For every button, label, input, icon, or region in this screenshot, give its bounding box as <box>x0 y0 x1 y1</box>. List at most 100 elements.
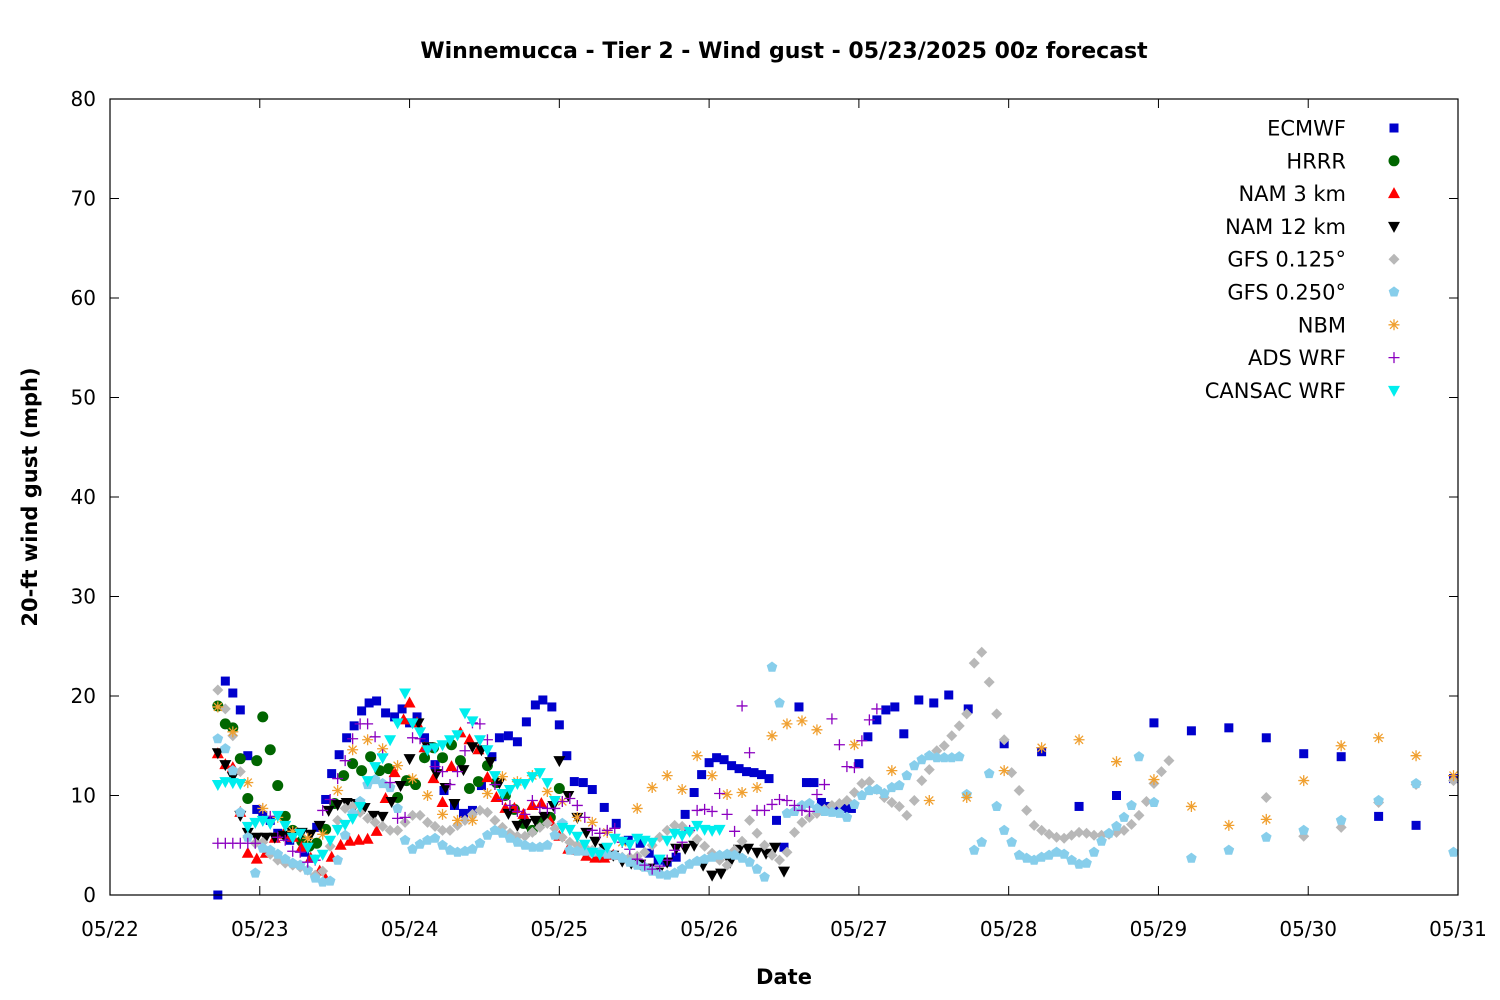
data-point <box>549 822 561 834</box>
data-point <box>719 755 729 765</box>
y-tick-label: 10 <box>71 784 96 808</box>
data-point <box>661 824 673 836</box>
data-point <box>586 824 598 836</box>
data-point <box>781 846 793 858</box>
data-point <box>250 867 261 878</box>
data-point <box>699 803 711 815</box>
data-point <box>376 753 389 765</box>
data-point <box>384 777 396 789</box>
data-point <box>774 854 786 866</box>
data-point <box>811 724 823 736</box>
data-point <box>317 865 329 877</box>
data-point <box>502 808 515 820</box>
data-point <box>390 712 400 722</box>
data-point <box>445 760 458 772</box>
data-point <box>311 837 323 849</box>
data-point <box>899 729 909 739</box>
data-point <box>893 800 905 812</box>
legend-label: ECMWF <box>1267 117 1346 141</box>
data-point <box>751 827 763 839</box>
data-point <box>778 866 790 878</box>
data-point <box>286 832 299 844</box>
data-points <box>211 646 1460 900</box>
data-point <box>908 794 920 806</box>
data-point <box>259 832 272 844</box>
data-point <box>1155 766 1167 778</box>
data-point <box>1073 734 1085 746</box>
data-point <box>362 734 374 746</box>
data-point <box>706 805 718 817</box>
data-point <box>670 843 683 855</box>
data-point <box>376 811 389 823</box>
data-point <box>421 745 434 757</box>
data-point <box>816 797 826 807</box>
data-point <box>361 776 374 788</box>
data-point <box>384 735 397 747</box>
data-point <box>841 761 853 773</box>
data-point <box>983 768 995 779</box>
data-point <box>571 811 583 823</box>
data-point <box>339 755 351 767</box>
data-point <box>886 796 898 808</box>
y-tick-label: 80 <box>71 87 96 111</box>
data-point <box>472 776 484 788</box>
data-point <box>526 794 538 806</box>
data-point <box>721 808 733 820</box>
data-point <box>257 842 269 853</box>
data-point <box>414 838 426 849</box>
data-point <box>1149 718 1159 728</box>
data-point <box>399 811 411 823</box>
data-point <box>538 811 551 823</box>
data-point <box>676 784 688 796</box>
series-nbm <box>212 701 1460 848</box>
data-point <box>699 840 711 852</box>
data-point <box>757 770 767 780</box>
data-point <box>309 854 322 866</box>
data-point <box>1043 849 1055 860</box>
data-point <box>228 688 238 698</box>
data-point <box>294 828 307 840</box>
data-point <box>362 718 374 730</box>
data-point <box>661 835 674 847</box>
data-point <box>646 837 659 849</box>
data-point <box>727 761 737 771</box>
series-cansac-wrf <box>211 688 726 866</box>
data-point <box>272 831 284 843</box>
data-point <box>264 744 276 756</box>
data-point <box>481 806 493 818</box>
data-point <box>338 770 350 782</box>
data-point <box>448 798 461 810</box>
data-point <box>669 867 680 878</box>
data-point <box>968 657 980 669</box>
data-point <box>831 802 841 812</box>
data-point <box>594 827 606 839</box>
data-point <box>938 752 950 763</box>
data-point <box>639 859 651 871</box>
data-point <box>1261 831 1272 842</box>
data-point <box>235 705 245 715</box>
data-point <box>383 763 395 775</box>
data-point <box>392 812 404 824</box>
data-point <box>529 815 542 827</box>
y-tick-label: 0 <box>83 883 96 907</box>
data-point <box>901 770 913 781</box>
data-point <box>392 824 404 836</box>
data-point <box>317 804 329 816</box>
data-point <box>938 740 950 752</box>
data-point <box>279 820 292 832</box>
plot-frame <box>109 98 1459 896</box>
data-point <box>589 836 602 848</box>
data-point <box>494 733 504 743</box>
data-point <box>503 731 513 741</box>
data-point <box>535 796 548 808</box>
legend-label: CANSAC WRF <box>1205 379 1346 403</box>
data-point <box>467 843 478 854</box>
data-point <box>760 848 773 860</box>
data-point <box>804 797 815 808</box>
data-point <box>809 778 819 788</box>
data-point <box>250 852 263 864</box>
data-point <box>294 846 306 858</box>
data-point <box>721 789 733 801</box>
data-point <box>1163 755 1175 767</box>
data-point <box>818 779 830 791</box>
